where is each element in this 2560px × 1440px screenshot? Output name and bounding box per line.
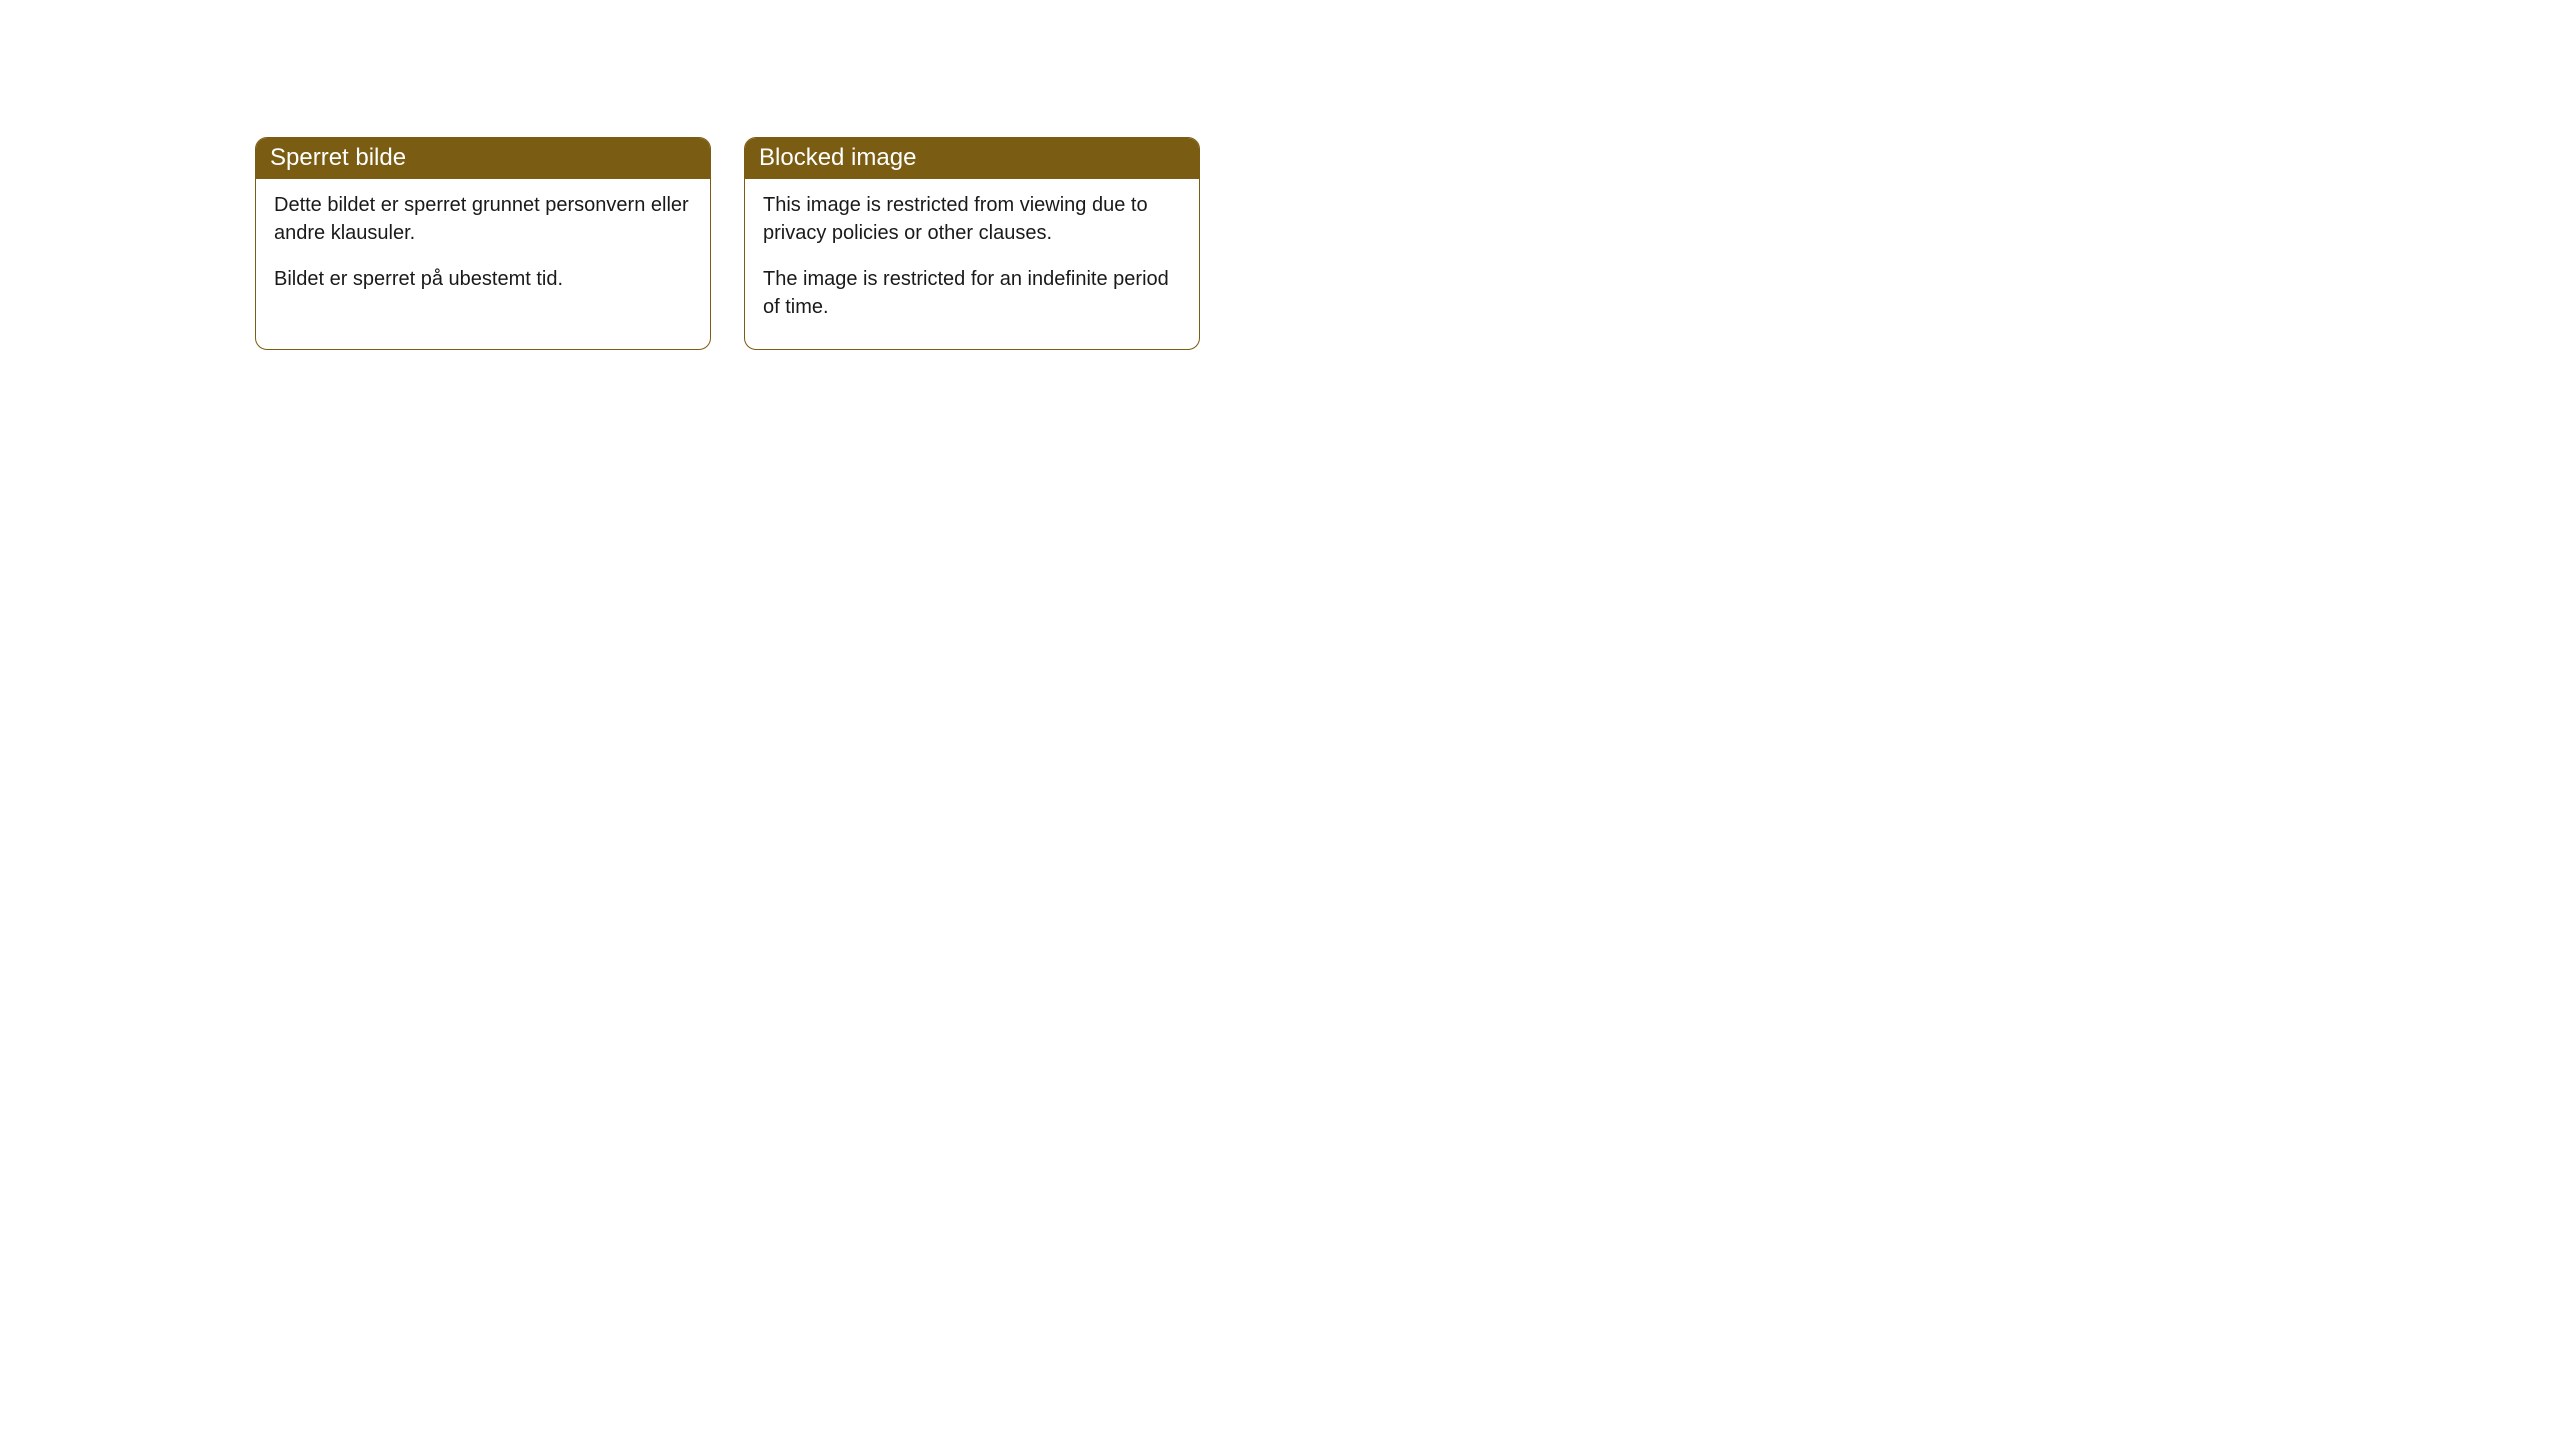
notice-paragraph-2: The image is restricted for an indefinit…: [763, 265, 1181, 321]
notice-card-norwegian: Sperret bilde Dette bildet er sperret gr…: [255, 137, 711, 350]
notice-card-english: Blocked image This image is restricted f…: [744, 137, 1200, 350]
notice-paragraph-1: Dette bildet er sperret grunnet personve…: [274, 191, 692, 247]
notice-paragraph-1: This image is restricted from viewing du…: [763, 191, 1181, 247]
notice-card-header: Blocked image: [745, 138, 1199, 179]
notice-card-header: Sperret bilde: [256, 138, 710, 179]
notice-cards-container: Sperret bilde Dette bildet er sperret gr…: [255, 137, 2560, 350]
notice-card-body: This image is restricted from viewing du…: [745, 179, 1199, 349]
notice-card-body: Dette bildet er sperret grunnet personve…: [256, 179, 710, 321]
notice-paragraph-2: Bildet er sperret på ubestemt tid.: [274, 265, 692, 293]
